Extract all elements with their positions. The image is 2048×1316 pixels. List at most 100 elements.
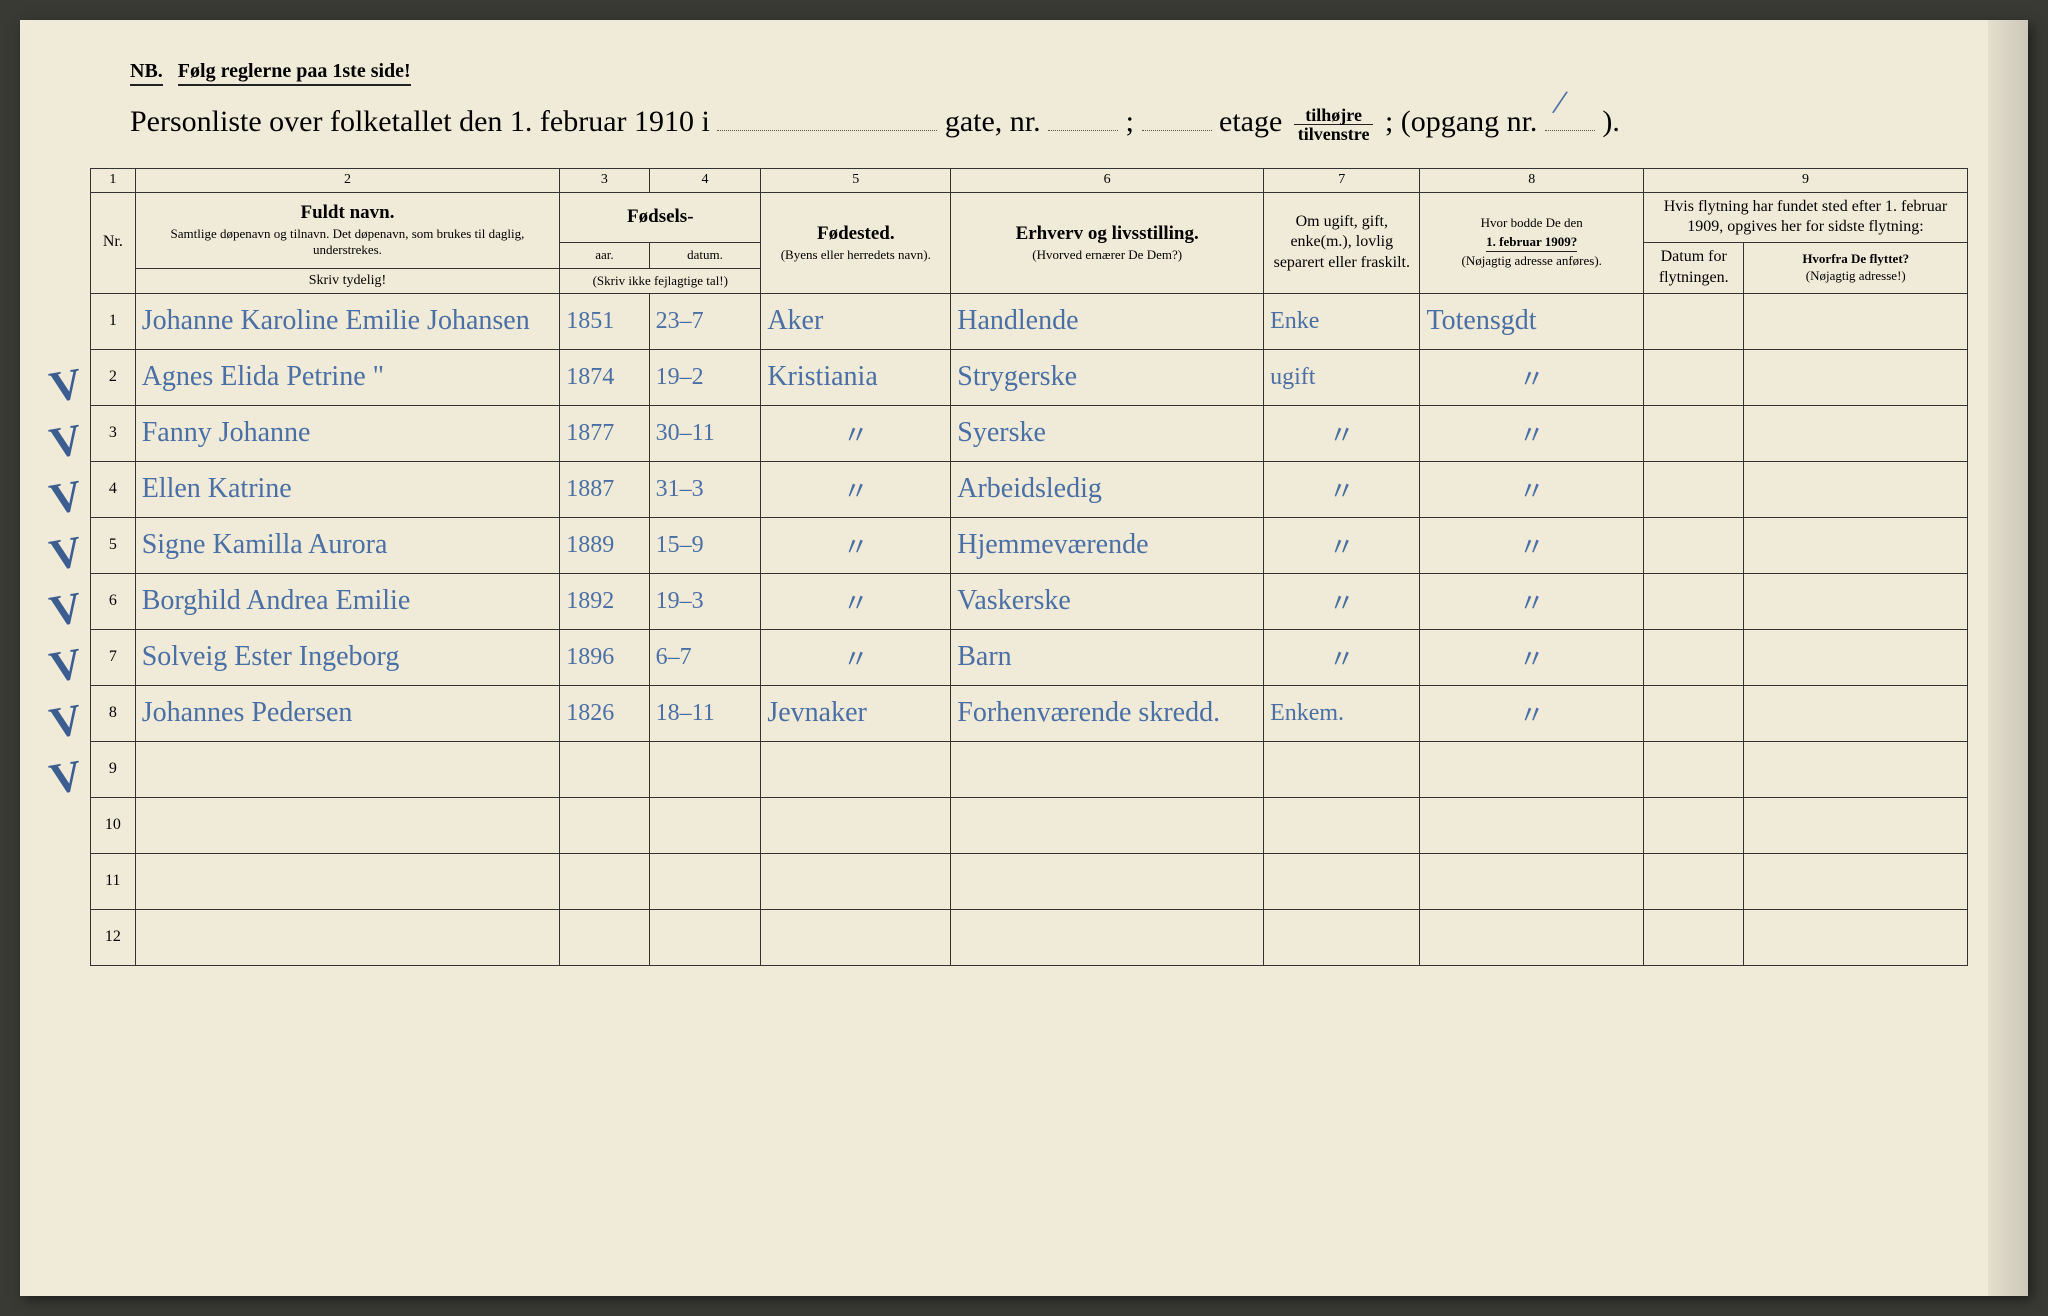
table-cell	[560, 797, 649, 853]
table-cell: 〃	[1264, 517, 1420, 573]
table-cell: Signe Kamilla Aurora	[135, 517, 560, 573]
title-semi2: ;	[1385, 105, 1393, 138]
hdr-move-from-b: (Nøjagtig adresse!)	[1750, 268, 1961, 285]
table-cell	[1744, 405, 1968, 461]
table-cell	[1744, 685, 1968, 741]
colnum-9: 9	[1643, 168, 1967, 192]
table-cell: Borghild Andrea Emilie	[135, 573, 560, 629]
table-cell	[135, 741, 560, 797]
table-cell: 〃	[1420, 517, 1643, 573]
row-number: 5	[91, 517, 136, 573]
table-cell: 〃	[1420, 573, 1643, 629]
table-cell	[560, 853, 649, 909]
census-page: NB. Følg reglerne paa 1ste side! Personl…	[20, 20, 2028, 1296]
table-cell: 23–7	[649, 293, 761, 349]
table-cell	[1643, 909, 1744, 965]
row-number: 9	[91, 741, 136, 797]
table-row: 5Signe Kamilla Aurora188915–9〃Hjemmevære…	[91, 517, 1968, 573]
table-cell: Syerske	[951, 405, 1264, 461]
table-cell	[1643, 293, 1744, 349]
margin-check-icon: V	[46, 638, 86, 694]
hdr-name-small: Samtlige døpenavn og tilnavn. Det døpena…	[142, 226, 554, 260]
table-cell: ugift	[1264, 349, 1420, 405]
table-cell: 〃	[1264, 461, 1420, 517]
hdr-erhverv-big: Erhverv og livsstilling.	[957, 222, 1257, 247]
blank-opgang: /	[1545, 101, 1595, 131]
nb-text: Følg reglerne paa 1ste side!	[178, 60, 411, 86]
colnum-4: 4	[649, 168, 761, 192]
table-row: 10	[91, 797, 1968, 853]
table-cell: Kristiania	[761, 349, 951, 405]
table-cell: 1826	[560, 685, 649, 741]
table-cell	[135, 853, 560, 909]
table-cell: 15–9	[649, 517, 761, 573]
margin-check-icon: V	[46, 582, 86, 638]
table-cell	[951, 797, 1264, 853]
table-cell: 18–11	[649, 685, 761, 741]
table-cell: Johanne Karoline Emilie Johansen	[135, 293, 560, 349]
frac-top: tilhøjre	[1294, 106, 1374, 125]
table-row: 7Solveig Ester Ingeborg18966–7〃Barn〃〃	[91, 629, 1968, 685]
title-lead: Personliste over folketallet den 1. febr…	[130, 105, 710, 138]
table-cell	[135, 797, 560, 853]
hdr-fodested-big: Fødested.	[767, 222, 944, 247]
table-cell	[1744, 461, 1968, 517]
table-cell: 31–3	[649, 461, 761, 517]
table-cell: Ellen Katrine	[135, 461, 560, 517]
header-row-1: Nr. Fuldt navn. Samtlige døpenavn og til…	[91, 192, 1968, 243]
table-cell: 〃	[761, 517, 951, 573]
colnum-7: 7	[1264, 168, 1420, 192]
table-cell: 19–3	[649, 573, 761, 629]
row-number: 7	[91, 629, 136, 685]
row-number: 8	[91, 685, 136, 741]
table-cell: 〃	[1420, 461, 1643, 517]
hdr-move-from-a: Hvorfra De flyttet?	[1750, 251, 1961, 268]
table-cell	[1643, 741, 1744, 797]
row-number: 4	[91, 461, 136, 517]
table-cell	[560, 909, 649, 965]
margin-check-icon: V	[46, 694, 86, 750]
table-cell	[1643, 405, 1744, 461]
table-row: 6Borghild Andrea Emilie189219–3〃Vaskersk…	[91, 573, 1968, 629]
table-cell	[1420, 909, 1643, 965]
table-cell	[951, 741, 1264, 797]
table-cell	[1643, 573, 1744, 629]
table-cell: 〃	[1264, 405, 1420, 461]
hdr-name-big: Fuldt navn.	[142, 201, 554, 226]
margin-check-icon: V	[46, 470, 86, 526]
margin-check-icon: V	[46, 358, 86, 414]
hand-slash: /	[1550, 80, 1571, 123]
hdr-move-top: Hvis flytning har fundet sted efter 1. f…	[1643, 192, 1967, 243]
table-cell	[1744, 797, 1968, 853]
table-cell: 〃	[1264, 573, 1420, 629]
data-rows: 1Johanne Karoline Emilie Johansen185123–…	[91, 293, 1968, 965]
table-cell	[761, 741, 951, 797]
table-cell	[951, 853, 1264, 909]
hdr-skriv-tydelig: Skriv tydelig!	[135, 268, 560, 293]
table-cell	[1744, 517, 1968, 573]
table-cell: 1896	[560, 629, 649, 685]
census-table: 1 2 3 4 5 6 7 8 9 Nr. Fuldt navn. Samtli…	[90, 168, 1968, 966]
colnum-3: 3	[560, 168, 649, 192]
table-cell	[1264, 853, 1420, 909]
table-cell: Forhenværende skredd.	[951, 685, 1264, 741]
title-etage: etage	[1219, 105, 1282, 138]
table-cell	[1420, 853, 1643, 909]
table-cell: 〃	[761, 573, 951, 629]
table-cell	[1643, 853, 1744, 909]
table-cell	[135, 909, 560, 965]
colnum-8: 8	[1420, 168, 1643, 192]
table-cell	[560, 741, 649, 797]
table-cell	[761, 853, 951, 909]
blank-etage	[1142, 101, 1212, 131]
table-cell	[1643, 517, 1744, 573]
table-cell	[1264, 909, 1420, 965]
title-opgang: (opgang nr.	[1401, 105, 1538, 138]
table-cell: Enke	[1264, 293, 1420, 349]
table-cell	[1643, 629, 1744, 685]
table-cell	[1643, 685, 1744, 741]
table-cell	[1744, 909, 1968, 965]
hdr-nr: Nr.	[91, 192, 136, 293]
row-number: 3	[91, 405, 136, 461]
table-row: 4Ellen Katrine188731–3〃Arbeidsledig〃〃	[91, 461, 1968, 517]
